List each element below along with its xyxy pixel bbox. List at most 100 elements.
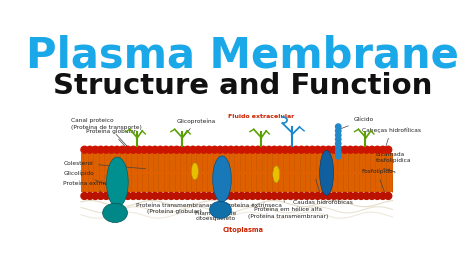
Circle shape (298, 146, 305, 153)
Circle shape (368, 146, 375, 153)
Text: Fluido extracelular: Fluido extracelular (228, 114, 294, 119)
Circle shape (97, 193, 104, 200)
Circle shape (108, 193, 115, 200)
Text: Glícido: Glícido (341, 117, 374, 129)
Text: Proteína extrínseca: Proteína extrínseca (63, 181, 120, 208)
Circle shape (347, 146, 354, 153)
Circle shape (336, 132, 341, 138)
Text: Proteína em hélice alfa
(Proteína transmembranar): Proteína em hélice alfa (Proteína transm… (248, 201, 328, 219)
Circle shape (168, 193, 175, 200)
Text: Citoplasma: Citoplasma (222, 227, 264, 233)
Circle shape (357, 193, 365, 200)
Bar (59, 109, 427, 237)
Circle shape (336, 146, 343, 153)
Circle shape (179, 146, 186, 153)
Circle shape (341, 193, 348, 200)
Circle shape (336, 141, 341, 146)
Circle shape (184, 146, 191, 153)
Circle shape (113, 146, 120, 153)
Circle shape (81, 193, 88, 200)
Text: Proteína globular: Proteína globular (86, 129, 137, 152)
Circle shape (336, 145, 341, 151)
Circle shape (309, 146, 316, 153)
Circle shape (168, 146, 175, 153)
Circle shape (195, 193, 202, 200)
Circle shape (244, 146, 251, 153)
Circle shape (146, 146, 153, 153)
Circle shape (341, 146, 348, 153)
Text: Proteína transmembranar
(Proteína globular): Proteína transmembranar (Proteína globul… (136, 202, 219, 214)
Circle shape (303, 146, 310, 153)
Text: Plasma Membrane: Plasma Membrane (27, 34, 459, 76)
Circle shape (374, 146, 381, 153)
Circle shape (255, 193, 262, 200)
Circle shape (86, 193, 93, 200)
Circle shape (298, 193, 305, 200)
Circle shape (162, 146, 169, 153)
Circle shape (357, 146, 365, 153)
Circle shape (201, 146, 207, 153)
Circle shape (146, 193, 153, 200)
Circle shape (385, 193, 392, 200)
Circle shape (314, 193, 321, 200)
Circle shape (287, 193, 294, 200)
Circle shape (276, 146, 283, 153)
Circle shape (222, 146, 229, 153)
Circle shape (86, 146, 93, 153)
Circle shape (211, 146, 218, 153)
Circle shape (347, 193, 354, 200)
Circle shape (108, 146, 115, 153)
Circle shape (363, 193, 370, 200)
Circle shape (352, 193, 359, 200)
Circle shape (190, 146, 196, 153)
Circle shape (336, 128, 341, 134)
Circle shape (152, 146, 158, 153)
Circle shape (309, 193, 316, 200)
Circle shape (325, 193, 332, 200)
Text: Structure and Function: Structure and Function (53, 72, 433, 100)
Circle shape (271, 193, 278, 200)
Circle shape (319, 146, 327, 153)
Circle shape (103, 146, 109, 153)
Circle shape (330, 193, 337, 200)
Circle shape (249, 146, 256, 153)
Text: Fosfolípido: Fosfolípido (362, 169, 393, 195)
Circle shape (152, 193, 158, 200)
Circle shape (103, 193, 109, 200)
Text: Filamentos de
citoesqueleto: Filamentos de citoesqueleto (195, 211, 237, 221)
Text: Cabeças hidrofílicas: Cabeças hidrofílicas (362, 127, 420, 147)
Circle shape (119, 193, 126, 200)
Circle shape (173, 146, 180, 153)
Ellipse shape (319, 151, 334, 195)
Circle shape (352, 146, 359, 153)
Circle shape (162, 193, 169, 200)
Circle shape (179, 193, 186, 200)
Circle shape (157, 146, 164, 153)
Circle shape (233, 146, 240, 153)
Ellipse shape (103, 203, 128, 222)
Ellipse shape (273, 166, 280, 183)
Ellipse shape (191, 163, 198, 180)
Text: Caudas hidrofóbicas: Caudas hidrofóbicas (293, 179, 353, 205)
Circle shape (141, 193, 147, 200)
Circle shape (119, 146, 126, 153)
Circle shape (336, 124, 341, 129)
Circle shape (368, 193, 375, 200)
Circle shape (201, 193, 207, 200)
Ellipse shape (210, 201, 231, 218)
Circle shape (330, 146, 337, 153)
Circle shape (282, 193, 289, 200)
Text: Glicolípido: Glicolípido (63, 171, 142, 199)
Text: Glicoproteína: Glicoproteína (177, 118, 216, 137)
Circle shape (135, 146, 142, 153)
Circle shape (206, 193, 213, 200)
Circle shape (276, 193, 283, 200)
Circle shape (303, 193, 310, 200)
Circle shape (265, 146, 273, 153)
Ellipse shape (107, 157, 128, 207)
Circle shape (217, 146, 224, 153)
Circle shape (292, 146, 300, 153)
Circle shape (336, 193, 343, 200)
Circle shape (228, 146, 235, 153)
Circle shape (135, 193, 142, 200)
